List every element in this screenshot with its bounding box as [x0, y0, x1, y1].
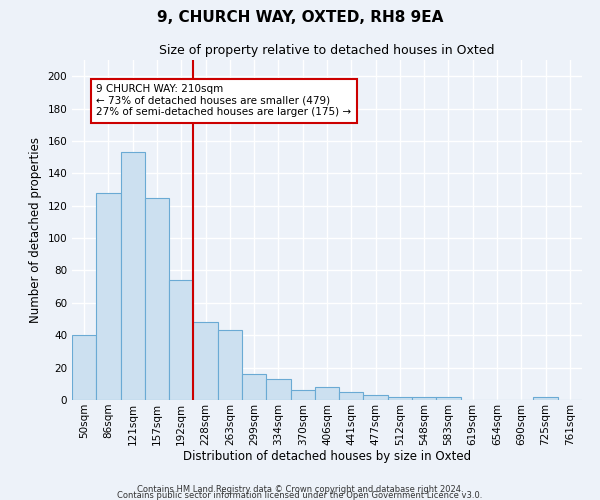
Bar — [96, 193, 121, 400]
Bar — [218, 330, 242, 400]
Bar — [339, 392, 364, 400]
Text: Contains HM Land Registry data © Crown copyright and database right 2024.: Contains HM Land Registry data © Crown c… — [137, 484, 463, 494]
Bar — [412, 397, 436, 400]
Bar — [72, 335, 96, 400]
Text: Contains public sector information licensed under the Open Government Licence v3: Contains public sector information licen… — [118, 490, 482, 500]
Bar — [169, 280, 193, 400]
Bar — [145, 198, 169, 400]
Bar — [533, 397, 558, 400]
Text: 9 CHURCH WAY: 210sqm
← 73% of detached houses are smaller (479)
27% of semi-deta: 9 CHURCH WAY: 210sqm ← 73% of detached h… — [96, 84, 352, 117]
Bar — [364, 395, 388, 400]
Bar — [193, 322, 218, 400]
Bar — [436, 397, 461, 400]
Bar — [242, 374, 266, 400]
Bar — [266, 379, 290, 400]
Bar — [121, 152, 145, 400]
X-axis label: Distribution of detached houses by size in Oxted: Distribution of detached houses by size … — [183, 450, 471, 464]
Title: Size of property relative to detached houses in Oxted: Size of property relative to detached ho… — [159, 44, 495, 58]
Text: 9, CHURCH WAY, OXTED, RH8 9EA: 9, CHURCH WAY, OXTED, RH8 9EA — [157, 10, 443, 25]
Bar — [290, 390, 315, 400]
Bar — [388, 397, 412, 400]
Bar — [315, 387, 339, 400]
Y-axis label: Number of detached properties: Number of detached properties — [29, 137, 42, 323]
